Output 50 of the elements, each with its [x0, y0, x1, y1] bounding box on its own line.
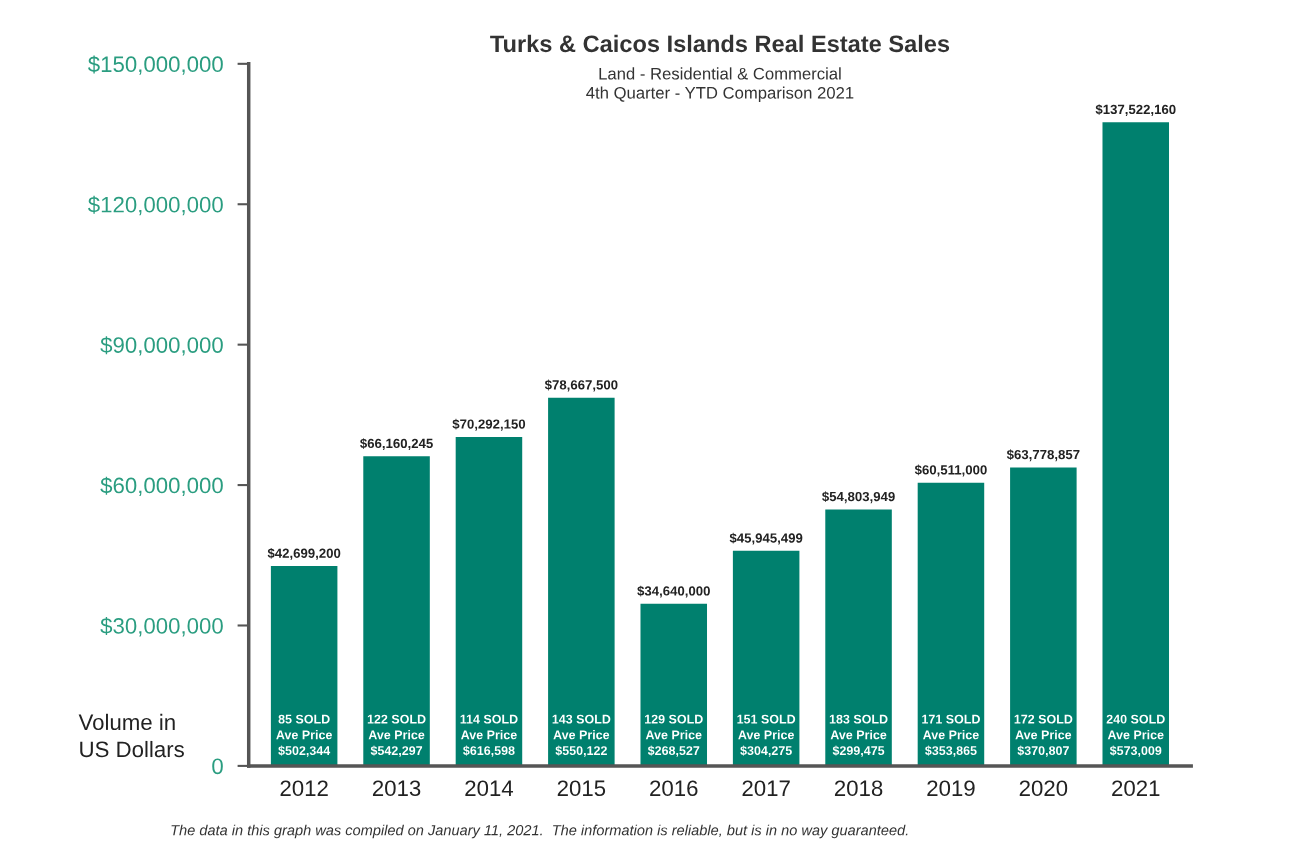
- bar: [1102, 122, 1170, 766]
- x-tick-label: 2018: [834, 780, 883, 797]
- annotation: 143 SOLD Ave Price $550,122: [552, 714, 611, 757]
- annotation: 240 SOLD Ave Price $573,009: [1106, 714, 1165, 757]
- text: The data in this graph was compiled on January 11, 2021. The information is reliable, but is in no way guaranteed.: [171, 824, 908, 839]
- annotation: 122 SOLD Ave Price $542,297: [367, 714, 426, 757]
- bar: [455, 436, 523, 766]
- data-label: $137,522,160: [1095, 104, 1176, 116]
- data-label: $54,803,949: [822, 491, 895, 504]
- bar: [732, 550, 800, 766]
- bar: [1010, 467, 1077, 766]
- y-tick-label: $90,000,000: [100, 336, 223, 356]
- bar: [270, 566, 338, 766]
- x-tick-label: 2017: [742, 780, 790, 797]
- y-tick-label: $150,000,000: [88, 55, 223, 75]
- bar: [640, 603, 708, 766]
- annotation: 129 SOLD Ave Price $268,527: [645, 714, 703, 757]
- data-label: $42,699,200: [267, 547, 341, 560]
- data-label: $45,945,499: [729, 532, 803, 545]
- text: Land - Residential & Commercial 4th Quarter - YTD Comparison 2021: [586, 67, 854, 103]
- annotation: 151 SOLD Ave Price $304,275: [737, 714, 796, 757]
- y-tick-label: $60,000,000: [100, 476, 223, 496]
- data-label: $60,511,000: [914, 464, 987, 477]
- x-tick-label: 2015: [557, 780, 606, 797]
- y-tick-label: 0: [212, 758, 223, 775]
- bar: [548, 397, 615, 766]
- annotation: 183 SOLD Ave Price $299,475: [829, 714, 888, 757]
- y-tick-label: $120,000,000: [88, 195, 223, 216]
- data-label: $34,640,000: [637, 585, 710, 598]
- annotation: 171 SOLD Ave Price $353,865: [922, 714, 980, 757]
- annotation: 114 SOLD Ave Price $616,598: [460, 714, 518, 757]
- y-axis-title: Volume in US Dollars: [78, 713, 184, 758]
- data-label: $63,778,857: [1006, 449, 1080, 462]
- x-tick-label: 2014: [465, 780, 514, 797]
- chart-title: Turks & Caicos Islands Real Estate Sales: [490, 34, 950, 53]
- bar: [917, 482, 985, 766]
- x-tick-label: 2013: [372, 780, 421, 797]
- annotation: 172 SOLD Ave Price $370,807: [1014, 714, 1073, 757]
- y-tick-label: $30,000,000: [100, 617, 223, 637]
- data-label: $66,160,245: [360, 438, 433, 450]
- bar: [363, 456, 430, 766]
- x-tick-label: 2019: [927, 780, 975, 797]
- data-label: $78,667,500: [544, 379, 618, 392]
- x-tick-label: 2021: [1112, 780, 1160, 797]
- x-tick-label: 2020: [1019, 780, 1068, 797]
- x-tick-label: 2012: [280, 780, 328, 797]
- annotation: 85 SOLD Ave Price $502,344: [276, 714, 332, 757]
- bar: [825, 509, 892, 766]
- x-tick-label: 2016: [650, 780, 698, 797]
- data-label: $70,292,150: [452, 418, 526, 431]
